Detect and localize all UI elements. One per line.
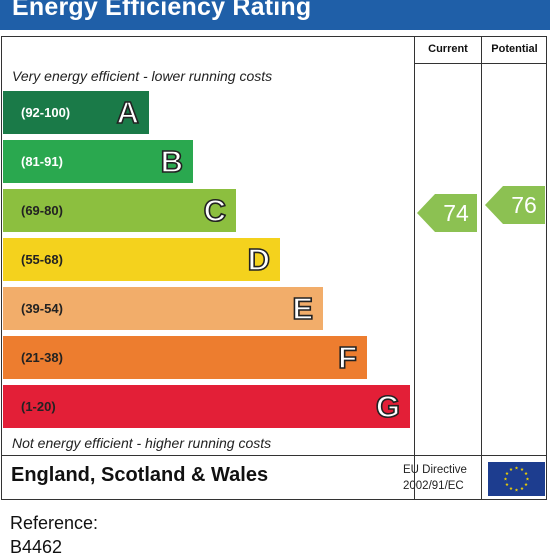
potential-rating-arrow: 76 bbox=[485, 186, 545, 224]
band-b: (81-91) B bbox=[3, 140, 193, 183]
band-range: (69-80) bbox=[21, 203, 63, 218]
band-letter: C bbox=[203, 192, 227, 229]
eu-directive-text: EU Directive 2002/91/EC bbox=[403, 462, 467, 494]
current-rating-value: 74 bbox=[443, 200, 469, 226]
eu-star-icon bbox=[524, 471, 528, 475]
band-letter: A bbox=[116, 94, 140, 131]
band-range: (92-100) bbox=[21, 105, 71, 120]
band-a: (92-100) A bbox=[3, 91, 149, 134]
eu-star-icon bbox=[520, 467, 524, 471]
band-range: (1-20) bbox=[21, 399, 56, 414]
eu-star-icon bbox=[525, 477, 530, 481]
eu-directive-line2: 2002/91/EC bbox=[403, 480, 464, 492]
band-f: (21-38) F bbox=[3, 336, 367, 379]
band-g: (1-20) G bbox=[3, 385, 410, 428]
current-rating-arrow: 74 bbox=[417, 194, 477, 232]
header-divider bbox=[414, 63, 547, 64]
band-d: (55-68) D bbox=[3, 238, 280, 281]
band-letter: D bbox=[247, 241, 271, 278]
band-range: (21-38) bbox=[21, 350, 63, 365]
column-divider-right bbox=[481, 36, 482, 500]
reference-value: B4462 bbox=[10, 537, 63, 557]
eu-star-icon bbox=[514, 466, 519, 470]
column-divider-left bbox=[414, 36, 415, 500]
column-header-potential: Potential bbox=[491, 43, 538, 55]
band-letter: F bbox=[337, 339, 358, 376]
eu-star-icon bbox=[509, 486, 513, 490]
eu-star-icon bbox=[505, 482, 509, 486]
potential-rating-value: 76 bbox=[511, 192, 537, 218]
band-letter: G bbox=[375, 388, 401, 425]
eu-star-icon bbox=[509, 467, 513, 471]
band-c: (69-80) C bbox=[3, 189, 236, 232]
bottom-note: Not energy efficient - higher running co… bbox=[12, 435, 272, 451]
eu-star-icon bbox=[524, 482, 528, 486]
band-range: (81-91) bbox=[21, 154, 63, 169]
footer-divider bbox=[1, 455, 547, 456]
band-letter: B bbox=[160, 143, 184, 180]
reference-label: Reference: bbox=[10, 513, 99, 533]
eu-star-icon bbox=[514, 488, 519, 492]
top-note: Very energy efficient - lower running co… bbox=[12, 68, 273, 84]
rating-table-frame bbox=[1, 36, 547, 500]
eu-star-icon bbox=[505, 471, 509, 475]
band-e: (39-54) E bbox=[3, 287, 323, 330]
eu-star-icon bbox=[503, 477, 508, 481]
band-letter: E bbox=[292, 290, 314, 327]
eu-star-icon bbox=[520, 486, 524, 490]
band-range: (55-68) bbox=[21, 252, 63, 267]
header-bar: Energy Efficiency Rating bbox=[0, 0, 550, 30]
page-title: Energy Efficiency Rating bbox=[12, 0, 312, 21]
region-label: England, Scotland & Wales bbox=[11, 464, 269, 486]
column-header-current: Current bbox=[428, 43, 468, 55]
eu-flag-icon bbox=[488, 462, 545, 496]
band-range: (39-54) bbox=[21, 301, 63, 316]
eu-directive-line1: EU Directive bbox=[403, 464, 467, 476]
